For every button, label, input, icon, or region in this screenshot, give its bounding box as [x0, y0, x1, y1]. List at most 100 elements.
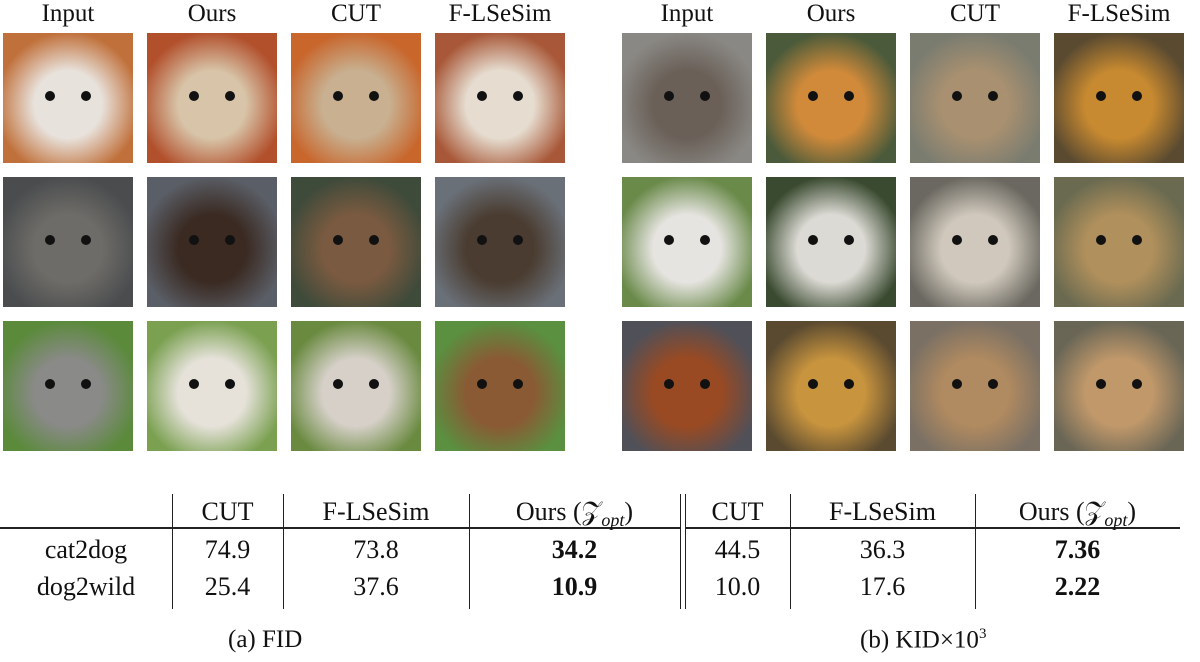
- animal-image: [291, 321, 421, 451]
- fid-cell: 74.9: [204, 535, 251, 564]
- animal-image: [435, 321, 565, 451]
- eye-mark: [333, 91, 343, 101]
- animal-image: [1054, 177, 1184, 307]
- animal-image: [3, 321, 133, 451]
- eye-mark: [988, 91, 998, 101]
- animal-image: [910, 33, 1040, 163]
- column-header: Input: [660, 0, 714, 27]
- eye-mark: [1096, 91, 1106, 101]
- animal-image: [147, 321, 277, 451]
- animal-image: [435, 33, 565, 163]
- eye-mark: [513, 91, 523, 101]
- col-header: F-LSeSim: [322, 497, 430, 526]
- divider: [790, 494, 791, 609]
- divider: [680, 494, 681, 609]
- eye-mark: [700, 235, 710, 245]
- kid-cell: 36.3: [859, 535, 906, 564]
- column-header: Input: [41, 0, 95, 27]
- col-header: Ours (𝒵opt): [1018, 497, 1137, 531]
- kid-cell: 10.0: [714, 572, 761, 601]
- eye-mark: [333, 235, 343, 245]
- column-header: F-LSeSim: [1067, 0, 1171, 27]
- eye-mark: [988, 235, 998, 245]
- eye-mark: [1132, 91, 1142, 101]
- column-header: Ours: [806, 0, 856, 27]
- divider: [172, 494, 173, 609]
- animal-image: [910, 321, 1040, 451]
- column-header: CUT: [331, 0, 381, 27]
- animal-image: [3, 177, 133, 307]
- caption-fid: (a) FID: [228, 626, 303, 653]
- fid-cell: 37.6: [353, 572, 399, 601]
- animal-image: [3, 33, 133, 163]
- eye-mark: [45, 91, 55, 101]
- col-header: F-LSeSim: [829, 497, 936, 526]
- divider: [685, 494, 686, 609]
- eye-mark: [808, 379, 818, 389]
- eye-mark: [808, 91, 818, 101]
- eye-mark: [477, 91, 487, 101]
- animal-image: [291, 33, 421, 163]
- animal-image: [622, 177, 752, 307]
- eye-mark: [189, 235, 199, 245]
- eye-mark: [952, 235, 962, 245]
- header-rule: [685, 527, 1180, 529]
- fid-cell: 73.8: [353, 535, 399, 564]
- eye-mark: [700, 379, 710, 389]
- fid-cell: 10.9: [551, 572, 598, 601]
- kid-cell: 2.22: [1054, 572, 1101, 601]
- eye-mark: [1096, 235, 1106, 245]
- animal-image: [766, 177, 896, 307]
- eye-mark: [45, 379, 55, 389]
- divider: [975, 494, 976, 609]
- eye-mark: [844, 91, 854, 101]
- eye-mark: [664, 379, 674, 389]
- animal-image: [291, 177, 421, 307]
- animal-image: [435, 177, 565, 307]
- eye-mark: [844, 235, 854, 245]
- eye-mark: [513, 379, 523, 389]
- eye-mark: [45, 235, 55, 245]
- fid-cell: 25.4: [204, 572, 251, 601]
- divider: [469, 494, 470, 609]
- eye-mark: [1096, 379, 1106, 389]
- col-header: CUT: [201, 497, 254, 526]
- animal-image: [147, 177, 277, 307]
- eye-mark: [1132, 379, 1142, 389]
- eye-mark: [1132, 235, 1142, 245]
- animal-image: [147, 33, 277, 163]
- animal-image: [766, 33, 896, 163]
- eye-mark: [700, 91, 710, 101]
- eye-mark: [808, 235, 818, 245]
- eye-mark: [844, 379, 854, 389]
- eye-mark: [477, 235, 487, 245]
- kid-cell: 7.36: [1054, 535, 1101, 564]
- eye-mark: [81, 91, 91, 101]
- eye-mark: [988, 379, 998, 389]
- eye-mark: [369, 235, 379, 245]
- row-label: cat2dog: [44, 535, 128, 564]
- fid-cell: 34.2: [551, 535, 598, 564]
- animal-image: [910, 177, 1040, 307]
- eye-mark: [189, 379, 199, 389]
- eye-mark: [81, 235, 91, 245]
- eye-mark: [333, 379, 343, 389]
- animal-image: [622, 33, 752, 163]
- kid-cell: 17.6: [859, 572, 906, 601]
- column-header: F-LSeSim: [448, 0, 552, 27]
- eye-mark: [225, 235, 235, 245]
- kid-cell: 44.5: [714, 535, 761, 564]
- eye-mark: [664, 91, 674, 101]
- animal-image: [1054, 33, 1184, 163]
- animal-image: [622, 321, 752, 451]
- divider: [283, 494, 284, 609]
- eye-mark: [513, 235, 523, 245]
- column-header: CUT: [950, 0, 1000, 27]
- eye-mark: [664, 235, 674, 245]
- caption-kid: (b) KID×103: [860, 626, 987, 654]
- animal-image: [766, 321, 896, 451]
- eye-mark: [81, 379, 91, 389]
- eye-mark: [225, 91, 235, 101]
- eye-mark: [189, 91, 199, 101]
- eye-mark: [369, 91, 379, 101]
